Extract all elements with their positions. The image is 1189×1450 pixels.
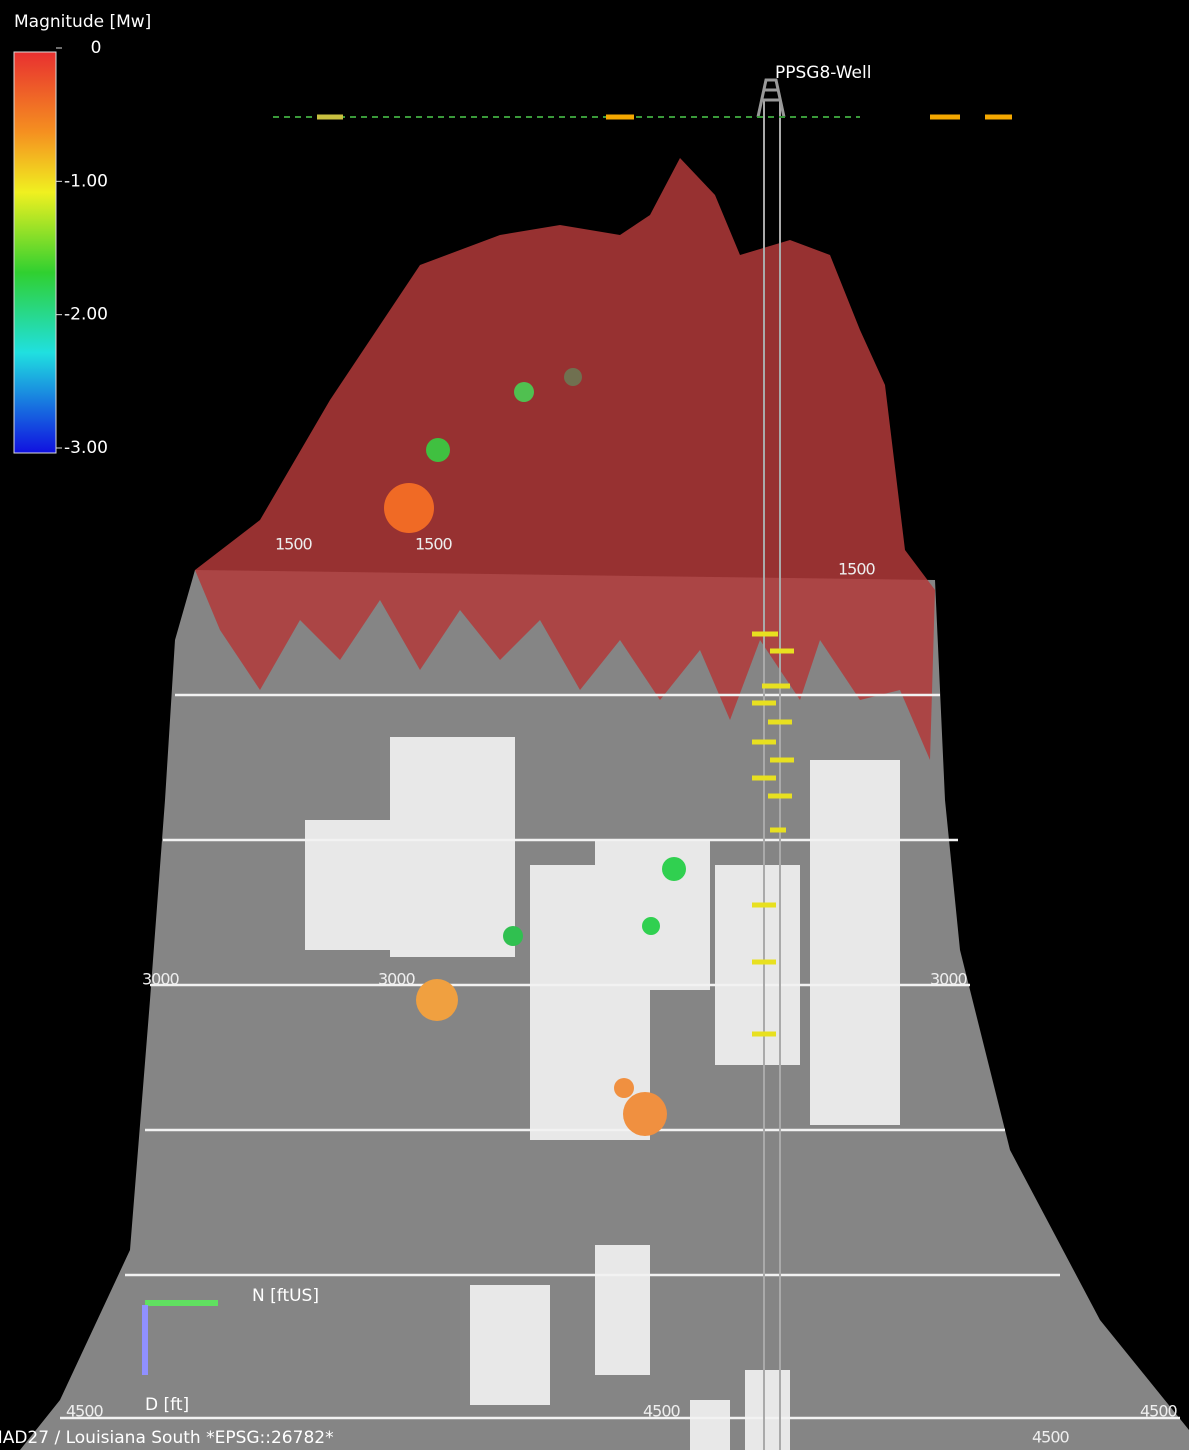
depth-label: 1500 [415,535,453,554]
colorbar-tick-label: -2.00 [64,305,108,325]
north-axis-label: N [ftUS] [252,1286,319,1306]
colorbar-tick-label: 0 [91,38,102,58]
depth-label: 4500 [1140,1402,1178,1421]
depth-label: 4500 [643,1402,681,1421]
depth-planes [60,693,1180,1420]
colorbar-title: Magnitude [Mw] [14,12,151,32]
colorbar-tick-label: -1.00 [64,171,108,191]
depth-label: 4500 [1032,1428,1070,1447]
depth-label: 1500 [275,535,313,554]
crs-label: NAD27 / Louisiana South *EPSG::26782* [0,1428,334,1448]
depth-labels: 1500 1500 1500 3000 3000 3000 4500 4500 … [66,535,1179,1447]
colorbar-gradient [13,51,57,454]
depth-label: 3000 [378,970,416,989]
colorbar-tick-label: -3.00 [64,438,108,458]
white-blocks [305,737,900,1450]
depth-label: 3000 [930,970,968,989]
depth-label: 3000 [142,970,180,989]
axis-triad: N [ftUS] D [ft] [142,1286,319,1415]
depth-label: 1500 [838,560,876,579]
depth-label: 4500 [66,1402,104,1421]
events [384,368,686,1136]
down-axis-label: D [ft] [145,1395,189,1415]
scene: 1500 1500 1500 3000 3000 3000 4500 4500 … [0,63,1189,1450]
colorbar: Magnitude [Mw] 0 -1.00 -2.00 -3.00 [13,12,151,458]
well [752,78,794,1450]
red-dome [195,158,935,760]
well-label: PPSG8-Well [775,63,871,83]
